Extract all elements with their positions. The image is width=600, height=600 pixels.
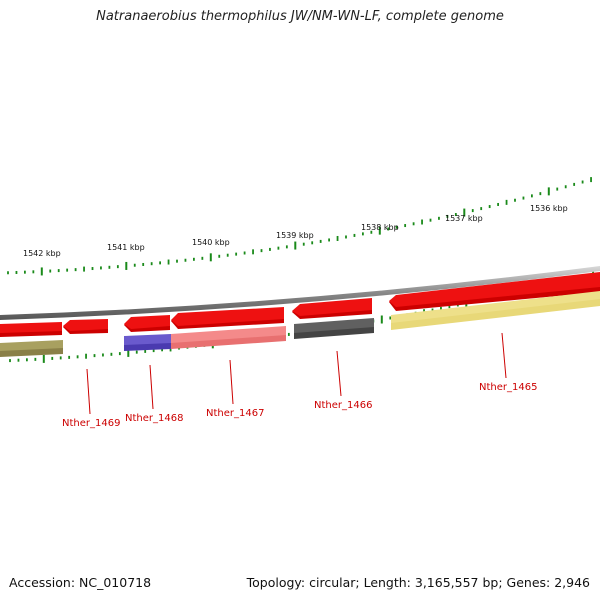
cds-arrow — [389, 272, 600, 307]
feature-band-gray — [294, 318, 374, 333]
cds-arrow — [0, 322, 62, 333]
genome-backbone — [0, 266, 600, 320]
cds-arrow — [63, 319, 108, 331]
scale-labels: 1542 kbp 1541 kbp 1540 kbp 1539 kbp 1538… — [23, 204, 568, 258]
cds-arrow — [171, 307, 284, 326]
scale-label-1538: 1538 kbp — [361, 223, 399, 232]
scale-label-1539: 1539 kbp — [276, 231, 314, 240]
leader-line — [336, 350, 342, 397]
feature-band-pink — [171, 326, 286, 343]
scale-label-1537: 1537 kbp — [445, 214, 483, 223]
cds-track — [0, 272, 600, 337]
gene-label-nther-1468: Nther_1468 — [125, 413, 183, 424]
feature-band-olive — [0, 340, 63, 351]
feature-band-blue — [124, 334, 171, 345]
gene-label-nther-1467: Nther_1467 — [206, 408, 264, 419]
scale-label-1540: 1540 kbp — [192, 238, 230, 247]
scale-label-1542: 1542 kbp — [23, 249, 61, 258]
gene-label-nther-1469: Nther_1469 — [62, 418, 120, 429]
gene-label-nther-1465: Nther_1465 — [479, 382, 537, 393]
feature-track — [0, 291, 600, 357]
leader-line — [86, 368, 91, 415]
accession-text: Accession: NC_010718 — [9, 575, 152, 590]
genome-title: Natranaerobius thermophilus JW/NM-WN-LF,… — [96, 9, 504, 24]
leader-line — [149, 364, 154, 410]
gene-label-nther-1466: Nther_1466 — [314, 400, 372, 411]
scale-label-1536: 1536 kbp — [530, 204, 568, 213]
cds-arrow — [292, 298, 372, 316]
leader-line — [229, 359, 234, 405]
gene-labels: Nther_1469 Nther_1468 Nther_1467 Nther_1… — [62, 382, 537, 429]
gene-leaders — [86, 332, 507, 415]
scale-ticks-upper — [7, 177, 592, 276]
leader-line — [501, 332, 507, 379]
feature-band-yellow — [391, 291, 600, 323]
cds-arrow — [124, 315, 170, 329]
genome-summary-text: Topology: circular; Length: 3,165,557 bp… — [246, 575, 590, 590]
scale-label-1541: 1541 kbp — [107, 243, 145, 252]
